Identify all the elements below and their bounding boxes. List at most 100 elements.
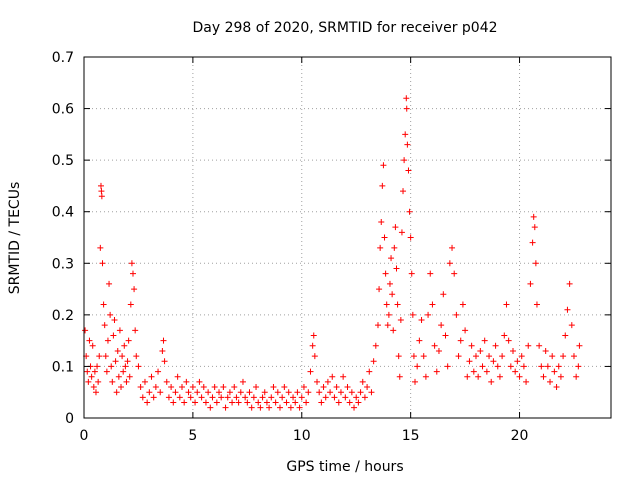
data-point (287, 404, 294, 411)
y-axis-label: SRMTID / TECUs (7, 182, 23, 295)
data-point (157, 389, 164, 396)
data-point (335, 399, 342, 406)
data-point (98, 188, 105, 195)
data-point (459, 301, 466, 308)
data-point (536, 342, 543, 349)
data-point (95, 378, 102, 385)
data-point (490, 358, 497, 365)
chart-title: Day 298 of 2020, SRMTID for receiver p04… (192, 20, 497, 36)
data-point (209, 394, 216, 401)
data-point (425, 311, 432, 318)
y-tick-label: 0.7 (52, 50, 74, 66)
data-point (404, 141, 411, 148)
data-point (496, 373, 503, 380)
x-tick-label: 20 (511, 428, 529, 444)
data-point (189, 384, 196, 391)
data-point (353, 394, 360, 401)
data-point (393, 265, 400, 272)
x-tick-label: 15 (402, 428, 420, 444)
data-point (242, 394, 249, 401)
data-point (146, 389, 153, 396)
data-point (128, 260, 135, 267)
data-point (386, 280, 393, 287)
data-point (327, 389, 334, 396)
data-point (244, 399, 251, 406)
data-point (106, 280, 113, 287)
data-point (237, 389, 244, 396)
data-point (91, 368, 98, 375)
data-point (135, 363, 142, 370)
data-markers (82, 95, 583, 411)
data-point (97, 182, 104, 189)
data-point (416, 337, 423, 344)
data-point (391, 244, 398, 251)
data-point (307, 368, 314, 375)
data-point (218, 394, 225, 401)
data-point (576, 342, 583, 349)
data-point (529, 239, 536, 246)
data-point (132, 327, 139, 334)
data-point (261, 389, 268, 396)
data-point (239, 378, 246, 385)
data-point (96, 353, 103, 360)
data-point (207, 404, 214, 411)
data-point (501, 332, 508, 339)
data-point (566, 280, 573, 287)
data-point (466, 358, 473, 365)
data-point (163, 378, 170, 385)
x-tick-label: 0 (80, 428, 89, 444)
data-point (172, 389, 179, 396)
data-point (133, 353, 140, 360)
data-point (540, 373, 547, 380)
data-point (525, 342, 532, 349)
data-point (283, 399, 290, 406)
data-point (479, 363, 486, 370)
data-point (422, 373, 429, 380)
data-point (366, 368, 373, 375)
data-point (573, 373, 580, 380)
data-point (470, 368, 477, 375)
data-point (159, 347, 166, 354)
data-point (372, 342, 379, 349)
data-point (250, 394, 257, 401)
data-point (555, 363, 562, 370)
data-point (379, 182, 386, 189)
data-point (568, 322, 575, 329)
data-point (408, 270, 415, 277)
data-point (547, 378, 554, 385)
data-point (384, 322, 391, 329)
data-point (235, 399, 242, 406)
data-point (161, 358, 168, 365)
data-point (377, 244, 384, 251)
data-point (382, 270, 389, 277)
data-point (98, 193, 105, 200)
data-point (512, 368, 519, 375)
y-axis: 0 0.1 0.2 0.3 0.4 0.5 0.6 0.7 (52, 50, 611, 427)
data-point (103, 368, 110, 375)
data-point (553, 384, 560, 391)
data-point (137, 384, 144, 391)
y-tick-label: 0.6 (52, 102, 74, 118)
data-point (226, 389, 233, 396)
data-point (255, 399, 262, 406)
data-point (170, 399, 177, 406)
data-point (109, 378, 116, 385)
data-point (97, 244, 104, 251)
data-point (464, 373, 471, 380)
data-point (194, 389, 201, 396)
data-point (395, 353, 402, 360)
data-point (359, 378, 366, 385)
data-point (507, 363, 514, 370)
data-point (438, 322, 445, 329)
data-point (364, 384, 371, 391)
data-point (344, 384, 351, 391)
data-point (516, 373, 523, 380)
data-point (374, 322, 381, 329)
data-point (202, 399, 209, 406)
data-point (380, 162, 387, 169)
data-point (538, 363, 545, 370)
data-point (518, 353, 525, 360)
y-tick-label: 0 (65, 411, 74, 427)
data-point (174, 373, 181, 380)
data-point (178, 384, 185, 391)
